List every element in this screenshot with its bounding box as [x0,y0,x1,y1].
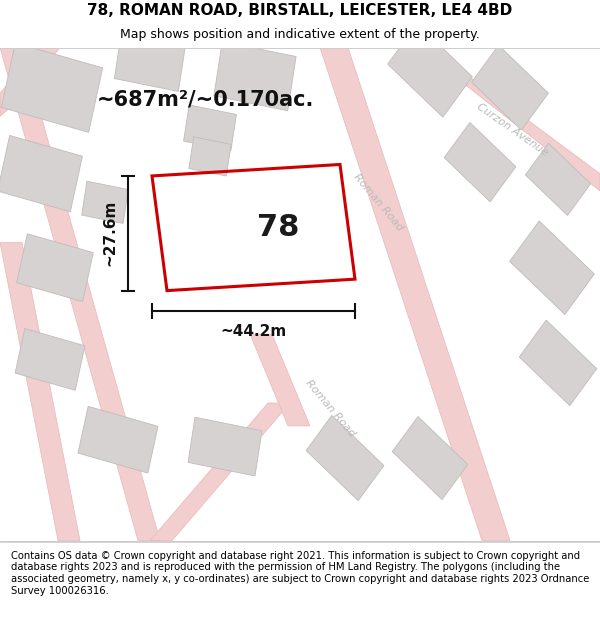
Polygon shape [0,136,82,212]
Polygon shape [472,45,548,130]
Text: ~27.6m: ~27.6m [103,200,118,266]
Polygon shape [0,48,60,116]
Polygon shape [509,221,595,314]
Polygon shape [526,143,590,216]
Polygon shape [250,334,310,426]
Polygon shape [444,122,516,202]
Text: 78: 78 [257,213,299,242]
Polygon shape [418,48,600,191]
Polygon shape [15,329,85,390]
Polygon shape [82,181,128,224]
Polygon shape [392,416,468,499]
Text: ~44.2m: ~44.2m [220,324,287,339]
Polygon shape [0,242,80,541]
Polygon shape [1,43,103,132]
Polygon shape [214,42,296,111]
Text: Contains OS data © Crown copyright and database right 2021. This information is : Contains OS data © Crown copyright and d… [11,551,589,596]
Polygon shape [78,406,158,473]
Polygon shape [306,416,384,501]
Polygon shape [150,403,290,541]
Text: Curzon Avenue: Curzon Avenue [475,102,550,158]
Polygon shape [320,48,510,541]
Polygon shape [17,234,94,302]
Text: Roman Road: Roman Road [351,172,405,233]
Text: 78, ROMAN ROAD, BIRSTALL, LEICESTER, LE4 4BD: 78, ROMAN ROAD, BIRSTALL, LEICESTER, LE4… [88,3,512,18]
Polygon shape [189,137,231,176]
Polygon shape [115,31,185,91]
Polygon shape [519,320,597,406]
Polygon shape [388,24,472,117]
Polygon shape [0,48,160,541]
Polygon shape [184,105,236,151]
Polygon shape [188,418,262,476]
Text: Roman Road: Roman Road [303,378,357,439]
Text: ~687m²/~0.170ac.: ~687m²/~0.170ac. [97,89,314,109]
Text: Map shows position and indicative extent of the property.: Map shows position and indicative extent… [120,28,480,41]
